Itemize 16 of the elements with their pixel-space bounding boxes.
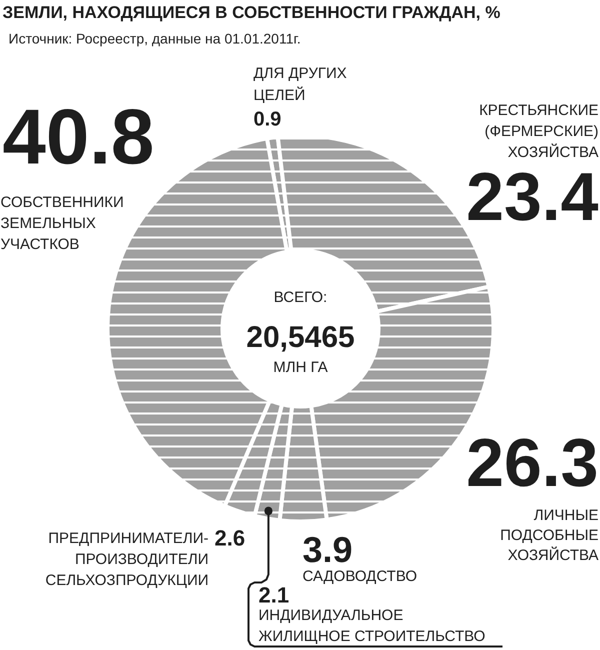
slice-label: СОБСТВЕННИКИ ЗЕМЕЛЬНЫХ УЧАСТКОВ — [0, 194, 124, 253]
slice-label: ПРЕДПРИНИМАТЕЛИ- ПРОИЗВОДИТЕЛИ СЕЛЬХОЗПРОДУКЦИИ — [45, 530, 209, 589]
slice-label: ДЛЯ ДРУГИХ ЦЕЛЕЙ — [254, 65, 347, 104]
slice-label: ИНДИВИДУАЛЬНОЕ ЖИЛИЩНОЕ СТРОИТЕЛЬСТВО — [258, 607, 486, 645]
data-label: 26.3 — [466, 425, 599, 501]
slice-label: КРЕСТЬЯНСКИЕ (ФЕРМЕРСКИЕ) ХОЗЯЙСТВА — [479, 102, 599, 161]
data-label: 3.9 — [302, 529, 353, 570]
data-label: 23.4 — [466, 159, 599, 235]
chart-title: ЗЕМЛИ, НАХОДЯЩИЕСЯ В СОБСТВЕННОСТИ ГРАЖДАН, % — [2, 3, 500, 22]
data-label: 0.9 — [254, 108, 282, 130]
slice-label: ЛИЧНЫЕ ПОДСОБНЫЕ ХОЗЯЙСТВА — [500, 507, 599, 564]
slice-label: САДОВОДСТВО — [302, 568, 418, 585]
data-label: 2.1 — [258, 582, 290, 608]
data-label: 2.6 — [214, 526, 246, 550]
data-label: 40.8 — [2, 92, 154, 180]
chart-subtitle: Источник: Росреестр, данные на 01.01.2011г. — [8, 30, 301, 46]
